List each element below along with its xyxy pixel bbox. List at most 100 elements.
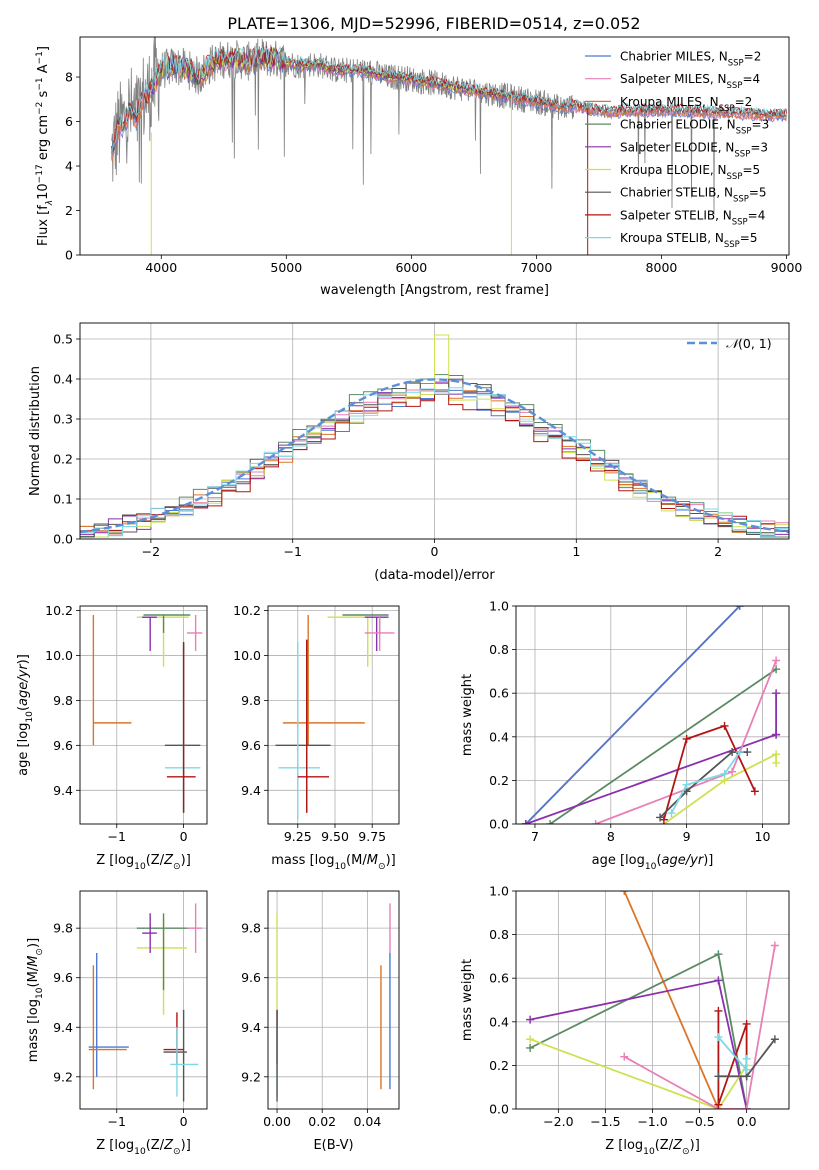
axis-label: Z [log10(Z/Z⊙)] <box>96 1138 191 1157</box>
weight-marker-salpeter_stelib <box>682 734 691 743</box>
x-tick-label: −2.0 <box>543 1114 573 1129</box>
weight-line-kroupa_miles <box>623 891 720 1109</box>
x-tick-label: 9.25 <box>284 829 312 844</box>
weight-marker-chabrier_elodie <box>526 1043 535 1052</box>
weight-marker-chabrier_stelib <box>714 1072 723 1081</box>
x-tick-label: 9000 <box>771 260 803 275</box>
y-tick-label: 0.5 <box>53 332 73 347</box>
weight-marker-salpeter_miles <box>620 1052 629 1061</box>
y-tick-label: 9.2 <box>241 1069 261 1084</box>
y-tick-label: 9.8 <box>241 921 261 936</box>
weight-marker-chabrier_stelib <box>743 748 752 757</box>
y-tick-label: 9.2 <box>53 1069 73 1084</box>
x-tick-label: 5000 <box>270 260 302 275</box>
x-tick-label: −1 <box>283 544 301 559</box>
weight-marker-salpeter_elodie <box>714 976 723 985</box>
weight-marker-salpeter_stelib <box>714 1100 723 1109</box>
y-tick-label: 0 <box>65 248 73 263</box>
y-axis-label: mass weight <box>460 959 475 1041</box>
y-tick-label: 6 <box>65 114 73 129</box>
axes-frame <box>515 890 790 1110</box>
weight-marker-salpeter_miles <box>772 656 781 665</box>
y-tick-label: 2 <box>65 203 73 218</box>
y-tick-label: 0.4 <box>489 729 509 744</box>
error-bars <box>276 903 391 1102</box>
y-tick-label: 0.2 <box>53 452 73 467</box>
weight-marker-kroupa_stelib <box>742 1054 751 1063</box>
weight-marker-kroupa_stelib <box>682 780 691 789</box>
y-tick-label: 10.2 <box>45 603 73 618</box>
y-tick-label: 0.4 <box>53 372 73 387</box>
spectrum-legend: Chabrier MILES, NSSP=2 Salpeter MILES, NS… <box>585 50 769 250</box>
y-tick-label: 0.8 <box>489 642 509 657</box>
y-tick-label: 10.2 <box>233 603 261 618</box>
x-tick-label: 8 <box>607 829 615 844</box>
y-tick-label: 0.8 <box>489 927 509 942</box>
mass-vs-age-panel: 9.25 9.50 9.75 9.4 9.6 9.8 10.0 10.2 mass [log10… <box>233 603 400 872</box>
y-tick-label: 4 <box>65 159 73 174</box>
weight-marker-kroupa_elodie <box>772 750 781 759</box>
x-tick-label: −2 <box>142 544 160 559</box>
x-tick-label: −0.5 <box>684 1114 714 1129</box>
weight-marker-kroupa_stelib <box>742 1065 751 1074</box>
residuals-histogram-panel: −2 −1 0 1 2 0.0 0.1 0.2 0.3 0.4 0.5 𝒩(0, 1) (data-mo… <box>28 322 790 583</box>
extinction-vs-mass-panel: 0.00 0.02 0.04 9.2 9.4 9.6 9.8 E(B-V) <box>241 890 400 1153</box>
legend-label: Salpeter ELODIE, NSSP=3 <box>620 140 768 159</box>
x-tick-label: 0 <box>180 1114 188 1129</box>
weight-marker-chabrier_stelib <box>656 813 665 822</box>
figure-title: PLATE=1306, MJD=52996, FIBERID=0514, z=0… <box>227 14 640 33</box>
weight-marker-chabrier_elodie <box>546 820 555 824</box>
weight-marker-salpeter_elodie <box>772 689 781 698</box>
x-tick-label: 7000 <box>521 260 553 275</box>
weight-marker-kroupa_stelib <box>720 769 729 778</box>
axis-label: age [log10(age/yr)] <box>592 853 714 872</box>
weight-marker-salpeter_miles <box>770 941 779 950</box>
x-tick-label: −1.0 <box>637 1114 667 1129</box>
weight-marker-chabrier_miles <box>735 606 744 610</box>
legend-label: Chabrier ELODIE, NSSP=3 <box>620 118 769 137</box>
weight-marker-salpeter_miles <box>591 820 600 824</box>
histogram-kroupa_stelib <box>80 387 789 538</box>
legend-label: Chabrier MILES, NSSP=2 <box>620 50 761 69</box>
y-tick-label: 9.6 <box>241 738 261 753</box>
axis-label: mass [log10(M/M⊙)] <box>26 938 45 1062</box>
y-tick-label: 0.2 <box>489 773 509 788</box>
weight-line-chabrier_miles <box>525 606 741 824</box>
y-tick-label: 9.4 <box>241 1020 261 1035</box>
weight-line-chabrier_elodie <box>549 668 777 824</box>
y-tick-label: 9.8 <box>241 693 261 708</box>
weight-marker-salpeter_elodie <box>521 820 530 824</box>
weight-line-salpeter_elodie <box>525 733 777 824</box>
y-tick-label: 0.0 <box>489 1102 509 1117</box>
weight-marker-salpeter_stelib <box>750 787 759 796</box>
y-tick-label: 1.0 <box>489 599 509 614</box>
axis-label: mass [log10(M/M⊙)] <box>271 853 395 872</box>
x-tick-label: 1 <box>572 544 580 559</box>
error-bars <box>92 614 203 813</box>
legend-label: Kroupa MILES, NSSP=2 <box>620 95 752 114</box>
legend-label: Salpeter MILES, NSSP=4 <box>620 72 760 91</box>
weight-line-kroupa_elodie <box>529 1038 748 1109</box>
legend-label: Kroupa STELIB, NSSP=5 <box>620 231 758 250</box>
weight-marker-chabrier_elodie <box>714 950 723 959</box>
x-tick-label: 0.02 <box>308 1114 336 1129</box>
x-tick-label: 0.00 <box>263 1114 291 1129</box>
weight-marker-salpeter_stelib <box>714 1006 723 1015</box>
weight-line-salpeter_stelib <box>717 1010 748 1105</box>
metallicity-vs-age-panel: −1 0 9.4 9.6 9.8 10.0 10.2 Z [log10(Z/Z⊙)] age [… <box>16 603 208 872</box>
weight-line-kroupa_stelib <box>670 751 741 814</box>
y-tick-label: 0.0 <box>53 532 73 547</box>
weight-marker-kroupa_miles <box>620 891 629 895</box>
y-tick-label: 9.8 <box>53 693 73 708</box>
y-tick-label: 9.6 <box>241 970 261 985</box>
legend-label: Salpeter STELIB, NSSP=4 <box>620 208 765 227</box>
weight-marker-salpeter_elodie <box>772 730 781 739</box>
weight-marker-kroupa_stelib <box>667 809 676 818</box>
x-axis-label: wavelength [Angstrom, rest frame] <box>320 283 549 298</box>
y-tick-label: 10.0 <box>233 648 261 663</box>
x-tick-label: 0.0 <box>737 1114 757 1129</box>
weight-marker-kroupa_elodie <box>772 758 781 767</box>
axes-frame <box>79 605 208 825</box>
y-tick-label: 9.4 <box>53 1020 73 1035</box>
y-tick-label: 10.0 <box>45 648 73 663</box>
